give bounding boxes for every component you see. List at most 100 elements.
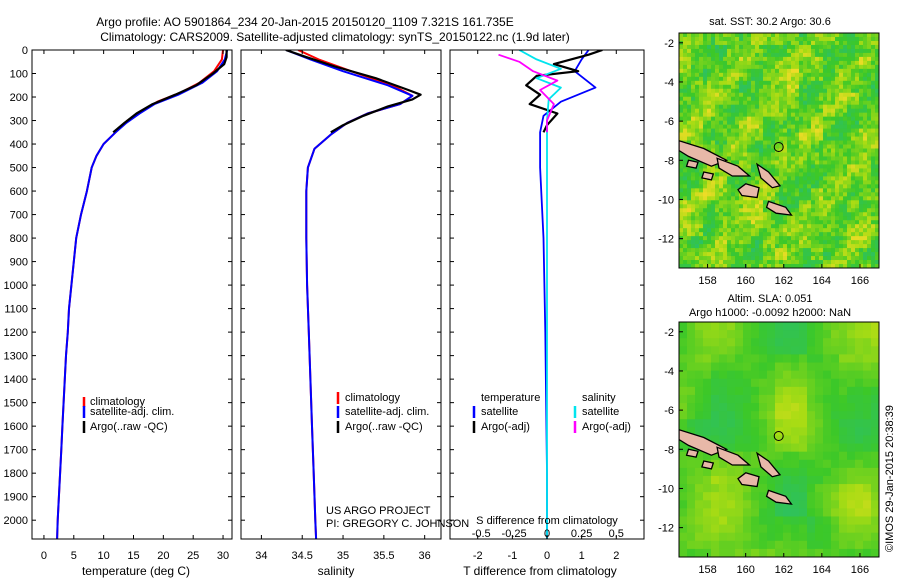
map-cell — [723, 136, 728, 142]
map-cell — [795, 48, 800, 54]
map-cell — [831, 475, 840, 485]
map-cell — [787, 236, 792, 241]
map-cell — [871, 120, 876, 126]
map-cell — [711, 394, 720, 404]
map-cell — [755, 128, 760, 134]
map-cell — [719, 148, 724, 154]
map-cell — [707, 252, 712, 257]
map-cell — [715, 228, 720, 233]
map-cell — [715, 48, 720, 54]
map-cell — [835, 260, 840, 265]
map-cell — [679, 248, 684, 253]
map-cell — [719, 72, 724, 78]
map-cell — [687, 370, 696, 380]
map-cell — [791, 224, 796, 229]
map-cell — [775, 64, 780, 70]
map-cell — [811, 204, 816, 209]
map-cell — [751, 36, 756, 42]
map-cell — [759, 76, 764, 82]
map-cell — [787, 100, 792, 106]
map-cell — [751, 96, 756, 102]
map-cell — [855, 96, 860, 102]
map-cell — [867, 56, 872, 62]
map-cell — [855, 108, 860, 114]
map-cell — [871, 240, 876, 245]
map-cell — [687, 108, 692, 114]
map-cell — [731, 204, 736, 209]
map-cell — [847, 427, 856, 437]
map-cell — [791, 192, 796, 197]
map-cell — [831, 80, 836, 86]
map-cell — [851, 52, 856, 58]
map-cell — [695, 508, 704, 518]
map-cell — [795, 64, 800, 70]
map-cell — [743, 216, 748, 221]
map-cell — [731, 240, 736, 245]
map-cell — [779, 48, 784, 54]
map-cell — [807, 196, 812, 201]
map-cell — [747, 220, 752, 225]
map-cell — [735, 64, 740, 70]
map-cell — [839, 152, 844, 158]
map-cell — [759, 88, 764, 94]
map-cell — [791, 96, 796, 102]
map-cell — [735, 128, 740, 134]
map-cell — [815, 72, 820, 78]
map-cell — [699, 116, 704, 122]
map-cell — [875, 104, 879, 110]
map-cell — [867, 84, 872, 90]
map-cell — [815, 44, 820, 50]
map-cell — [823, 212, 828, 217]
map-cell — [707, 84, 712, 90]
map-cell — [735, 419, 744, 428]
map-cell — [843, 92, 848, 98]
map-cell — [839, 44, 844, 50]
map-cell — [775, 160, 780, 166]
map-cell — [823, 200, 828, 205]
map-cell — [839, 132, 844, 138]
map-cell — [719, 88, 724, 94]
map-cell — [723, 52, 728, 58]
map-cell — [835, 248, 840, 253]
map-cell — [875, 200, 879, 205]
map-cell — [831, 451, 840, 461]
map-cell — [859, 160, 864, 166]
map-cell — [739, 180, 744, 185]
map-cell — [751, 252, 756, 257]
map-cell — [739, 240, 744, 245]
map-cell — [727, 104, 732, 110]
map-cell — [775, 228, 780, 233]
map-cell — [767, 386, 776, 396]
map-cell — [779, 212, 784, 217]
map-cell — [735, 92, 740, 98]
map-cell — [687, 403, 696, 412]
map-cell — [791, 362, 800, 372]
map-cell — [807, 427, 816, 437]
map-cell — [839, 208, 844, 213]
map-cell — [727, 500, 736, 509]
map-cell — [743, 220, 748, 225]
map-cell — [679, 354, 688, 364]
map-cell — [695, 451, 704, 461]
map-cell — [839, 220, 844, 225]
map-cell — [855, 112, 860, 118]
map-cell — [767, 44, 772, 50]
map-cell — [795, 124, 800, 130]
map-cell — [727, 68, 732, 74]
map-cell — [859, 156, 864, 162]
map-cell — [679, 224, 684, 229]
map-cell — [703, 188, 708, 193]
map-cell — [727, 192, 732, 197]
map-cell — [751, 459, 760, 469]
map-cell — [867, 188, 872, 193]
map-cell — [679, 136, 684, 142]
map-cell — [695, 188, 700, 193]
map-cell — [711, 378, 720, 388]
map-cell — [711, 72, 716, 78]
map-cell — [843, 112, 848, 118]
map-cell — [871, 204, 876, 209]
map-cell — [755, 116, 760, 122]
map-cell — [871, 88, 876, 94]
map-cell — [775, 112, 780, 118]
map-cell — [747, 92, 752, 98]
